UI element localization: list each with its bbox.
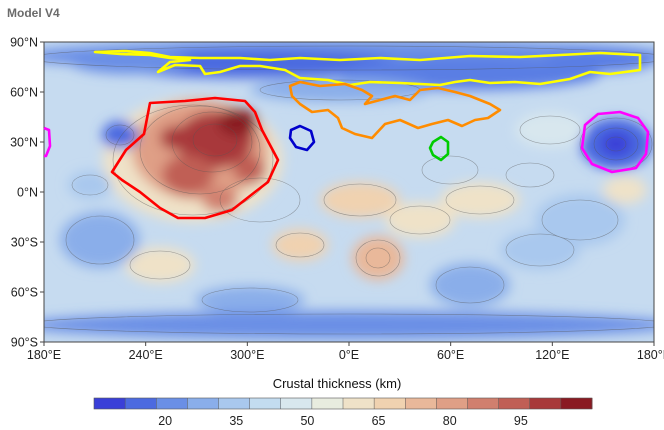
x-tick-label: 0°E xyxy=(339,348,359,362)
colorbar-bin xyxy=(94,398,126,409)
colorbar-bin xyxy=(529,398,562,409)
yellow-boundary-outline xyxy=(93,49,642,87)
x-tick-label: 120°E xyxy=(535,348,569,362)
y-tick-label: 90°N xyxy=(10,36,38,50)
colorbar: 20 35 50 65 80 95 xyxy=(93,397,593,428)
colorbar-tick-label: 35 xyxy=(229,414,243,428)
orange-boundary-outline xyxy=(288,80,502,140)
y-tick-label: 60°N xyxy=(10,86,38,100)
red-tharsis-outline xyxy=(110,96,280,220)
colorbar-bin xyxy=(436,398,468,409)
x-tick-label: 180°E xyxy=(27,348,61,362)
x-tick-label: 300°E xyxy=(230,348,264,362)
chart-title: Model V4 xyxy=(7,6,60,20)
colorbar-tick-label: 65 xyxy=(372,414,386,428)
colorbar-bin xyxy=(125,398,157,409)
green-region-outline xyxy=(428,135,450,162)
colorbar-bin xyxy=(560,398,593,409)
magenta-edge-outline xyxy=(43,126,52,158)
colorbar-bin xyxy=(405,398,437,409)
blue-region-outline xyxy=(288,124,316,152)
colorbar-bin xyxy=(187,398,219,409)
colorbar-bin xyxy=(249,398,282,409)
y-tick-label: 60°S xyxy=(11,286,38,300)
y-tick-label: 30°N xyxy=(10,136,38,150)
x-tick-label: 60°E xyxy=(437,348,464,362)
y-tick-label: 0°N xyxy=(17,186,38,200)
colorbar-tick-label: 50 xyxy=(300,414,314,428)
colorbar-bin xyxy=(280,398,313,409)
x-tick-label: 180°E xyxy=(637,348,664,362)
colorbar-label: Crustal thickness (km) xyxy=(273,376,402,391)
colorbar-bin xyxy=(218,398,251,409)
colorbar-bin xyxy=(498,398,531,409)
colorbar-bin xyxy=(374,398,406,409)
colorbar-tick-label: 80 xyxy=(443,414,457,428)
colorbar-tick-label: 95 xyxy=(514,414,528,428)
y-tick-label: 30°S xyxy=(11,236,38,250)
colorbar-bin xyxy=(467,398,500,409)
colorbar-bin xyxy=(311,398,344,409)
colorbar-tick-label: 20 xyxy=(158,414,172,428)
colorbar-bin xyxy=(343,398,375,409)
x-tick-label: 240°E xyxy=(129,348,163,362)
colorbar-bin xyxy=(156,398,188,409)
magenta-elysium-outline xyxy=(580,110,650,174)
y-tick-label: 90°S xyxy=(11,336,38,350)
